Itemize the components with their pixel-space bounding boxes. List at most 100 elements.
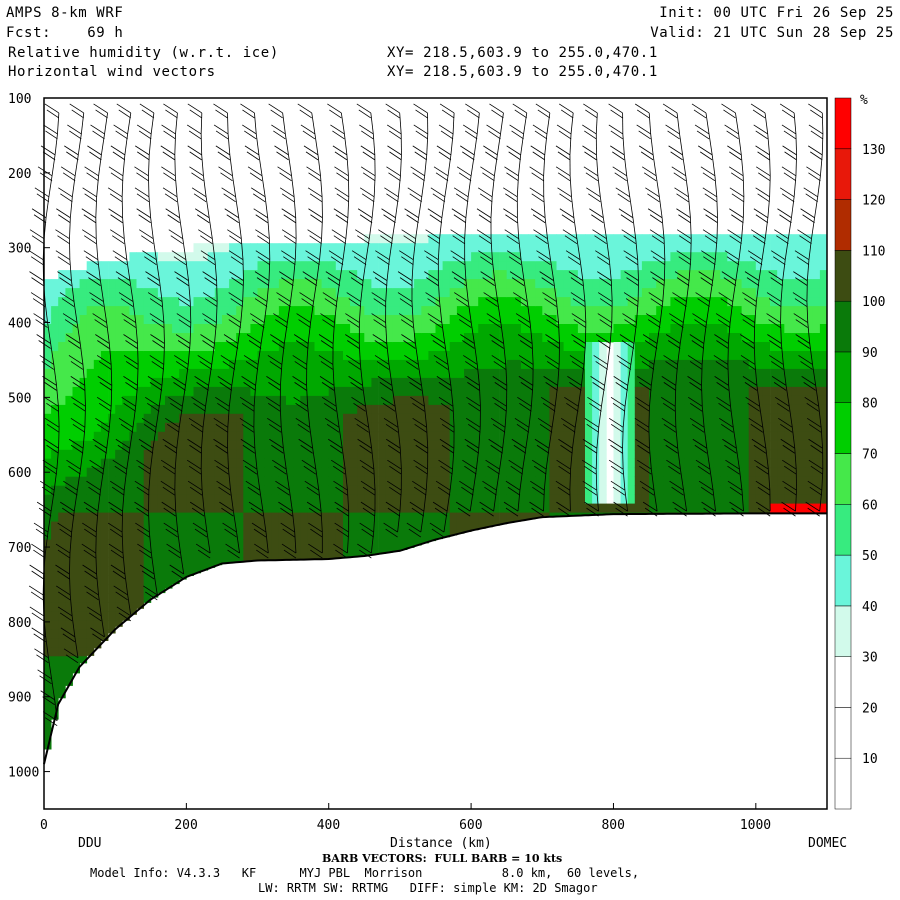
rh-cell xyxy=(691,485,700,496)
rh-cell xyxy=(606,243,614,253)
rh-cell xyxy=(528,494,536,505)
rh-cell xyxy=(115,404,123,415)
rh-cell xyxy=(172,548,180,558)
rh-cell xyxy=(727,422,735,433)
rh-cell xyxy=(435,485,443,496)
rh-cell xyxy=(634,449,643,460)
rh-cell xyxy=(51,539,59,549)
rh-cell xyxy=(51,458,59,469)
wind-barb-flag xyxy=(424,250,439,260)
rh-cell xyxy=(186,494,194,505)
rh-cell xyxy=(257,359,265,370)
rh-cell xyxy=(634,351,643,361)
rh-cell xyxy=(93,449,102,460)
wind-barb-flag xyxy=(308,172,321,182)
rh-cell xyxy=(335,530,344,540)
rh-cell xyxy=(250,449,258,460)
wind-barb-flag xyxy=(361,193,375,203)
rh-cell xyxy=(784,368,792,379)
rh-cell xyxy=(321,377,330,388)
rh-cell xyxy=(428,270,436,280)
wind-barb-staff xyxy=(257,343,262,365)
wind-barb-flag xyxy=(83,214,97,224)
wind-barb-flag xyxy=(276,151,289,161)
rh-cell xyxy=(136,476,144,487)
rh-cell xyxy=(641,494,650,505)
wind-barb-flag xyxy=(30,591,44,601)
rh-cell xyxy=(585,297,593,307)
rh-cell xyxy=(307,377,315,388)
wind-barb-flag xyxy=(121,313,136,323)
rh-cell xyxy=(791,440,799,451)
rh-cell xyxy=(513,288,522,298)
rh-cell xyxy=(257,342,265,352)
rh-cell xyxy=(755,395,764,406)
rh-cell xyxy=(442,333,451,343)
rh-cell xyxy=(684,503,693,513)
rh-cell xyxy=(157,530,166,540)
rh-cell xyxy=(713,297,721,307)
rh-cell xyxy=(649,315,657,325)
rh-cell xyxy=(385,342,394,352)
rh-cell xyxy=(314,270,322,280)
rh-cell xyxy=(136,377,144,388)
rh-cell xyxy=(328,503,337,513)
rh-cell xyxy=(414,494,422,505)
rh-cell xyxy=(278,530,287,540)
rh-cell xyxy=(442,324,451,334)
rh-cell xyxy=(200,386,209,397)
rh-cell xyxy=(414,333,422,343)
rh-cell xyxy=(385,539,394,549)
rh-cell xyxy=(143,521,152,531)
rh-cell xyxy=(748,297,757,307)
wind-barb-flag xyxy=(152,340,165,349)
rh-cell xyxy=(392,342,401,352)
rh-cell xyxy=(819,261,828,271)
rh-cell xyxy=(819,359,828,370)
rh-cell xyxy=(506,359,515,370)
wind-barb-staff xyxy=(54,133,58,155)
wind-barb-flag xyxy=(59,528,72,538)
rh-cell xyxy=(143,368,152,379)
rh-cell xyxy=(762,315,771,325)
rh-cell xyxy=(499,297,508,307)
rh-cell xyxy=(620,252,629,262)
rh-cell xyxy=(819,288,828,298)
rh-cell xyxy=(300,431,308,442)
rh-cell xyxy=(200,395,209,406)
rh-cell xyxy=(371,422,379,433)
wind-barb-staff xyxy=(282,112,286,134)
rh-cell xyxy=(286,530,294,540)
rh-cell xyxy=(371,458,379,469)
rh-cell xyxy=(328,485,337,496)
rh-cell xyxy=(819,476,828,487)
rh-cell xyxy=(798,404,806,415)
rh-cell xyxy=(449,243,458,253)
wind-barb-flag xyxy=(110,172,124,182)
wind-barb-staff xyxy=(98,154,102,176)
rh-cell xyxy=(656,422,664,433)
rh-cell xyxy=(784,467,792,478)
wind-barb-flag xyxy=(110,507,123,517)
rh-cell xyxy=(620,270,629,280)
rh-cell xyxy=(93,377,102,388)
wind-barb-flag xyxy=(191,507,205,517)
rh-cell xyxy=(585,467,593,478)
rh-cell xyxy=(464,234,472,244)
wind-barb-flag xyxy=(401,229,416,240)
rh-cell xyxy=(777,422,785,433)
wind-barb-staff xyxy=(358,301,362,323)
rh-cell xyxy=(656,368,664,379)
rh-cell xyxy=(670,404,678,415)
wind-barb-flag xyxy=(168,397,183,407)
rh-cell xyxy=(58,683,66,693)
rh-cell xyxy=(407,395,415,406)
rh-cell xyxy=(122,485,130,496)
rh-cell xyxy=(399,395,408,406)
rh-cell xyxy=(371,467,379,478)
rh-cell xyxy=(755,324,764,334)
rh-cell xyxy=(321,351,330,361)
rh-cell xyxy=(727,288,735,298)
rh-cell xyxy=(79,288,88,298)
rh-cell xyxy=(492,404,500,415)
